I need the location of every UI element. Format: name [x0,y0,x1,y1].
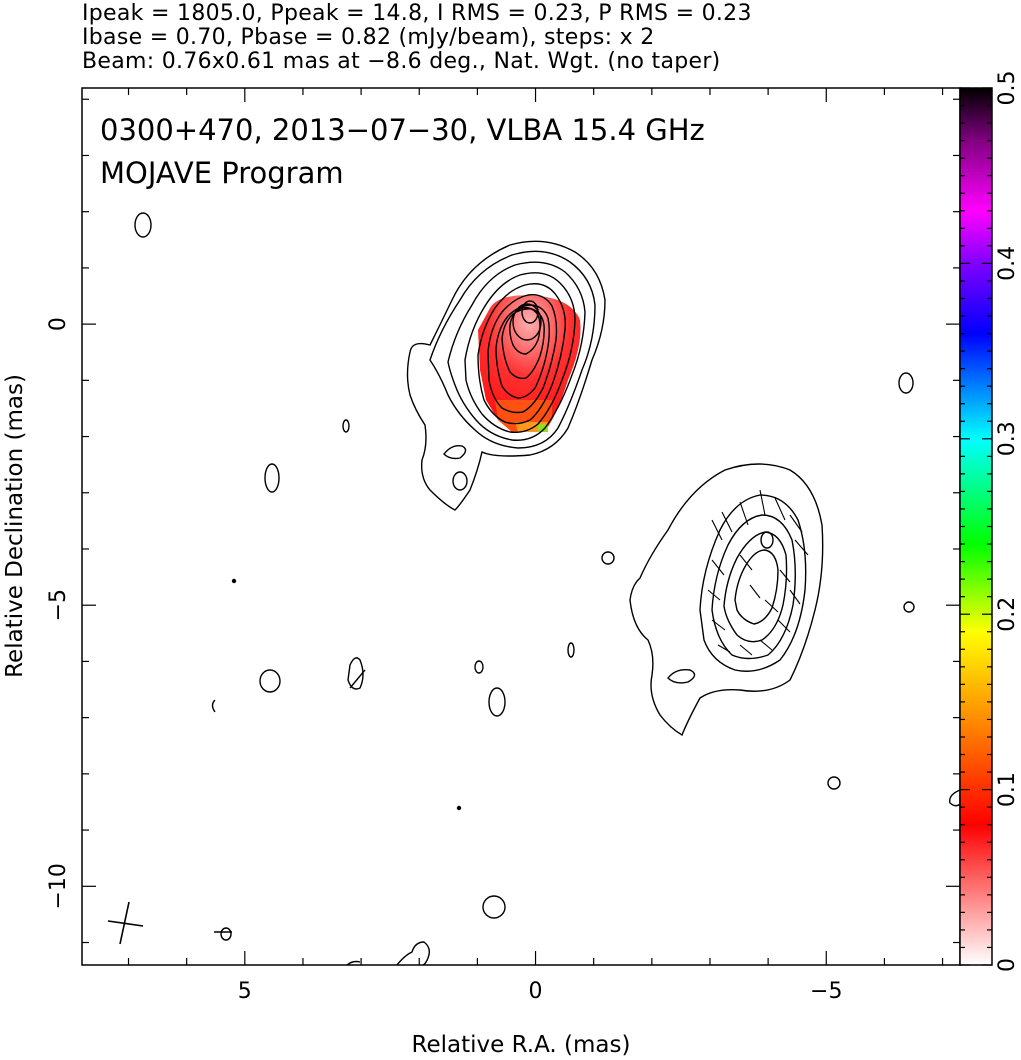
x-axis-label: Relative R.A. (mas) [412,1032,631,1058]
colorbar-tick-label: 0.2 [995,597,1020,632]
noise-contours [134,212,960,965]
colorbar-gradient [960,88,992,965]
header-line-3: Beam: 0.76x0.61 mas at −8.6 deg., Nat. W… [82,49,721,74]
header-line-1: Ipeak = 1805.0, Ppeak = 14.8, I RMS = 0.… [82,1,752,26]
jet-contours [629,463,824,737]
plot-subtitle: MOJAVE Program [100,156,344,190]
colorbar-tick-label: 0.5 [995,71,1020,106]
colorbar-tick-label: 0.3 [995,421,1020,456]
x-tick-label: −5 [810,979,842,1004]
y-tick-label: −5 [46,589,71,621]
y-axis-label: Relative Declination (mas) [2,374,28,678]
header-line-2: Ibase = 0.70, Pbase = 0.82 (mJy/beam), s… [82,25,655,50]
y-tick-label: 0 [46,317,71,331]
x-tick-label: 0 [529,979,543,1004]
colorbar-tick-label: 0.1 [995,772,1020,807]
colorbar-ticks: 0 0.1 0.2 0.3 0.4 0.5 [960,71,1020,972]
axis-ticks: 5 0 −5 0 −5 −10 [46,88,960,1004]
colorbar-tick-label: 0.4 [995,246,1020,281]
beam-ellipse-marker [107,901,144,945]
core-contours [406,240,606,511]
plot-title: 0300+470, 2013−07−30, VLBA 15.4 GHz [100,113,705,147]
plot-frame [81,87,961,966]
y-tick-label: −10 [46,863,71,909]
x-tick-label: 5 [238,979,252,1004]
colorbar-tick-label: 0 [995,958,1020,972]
